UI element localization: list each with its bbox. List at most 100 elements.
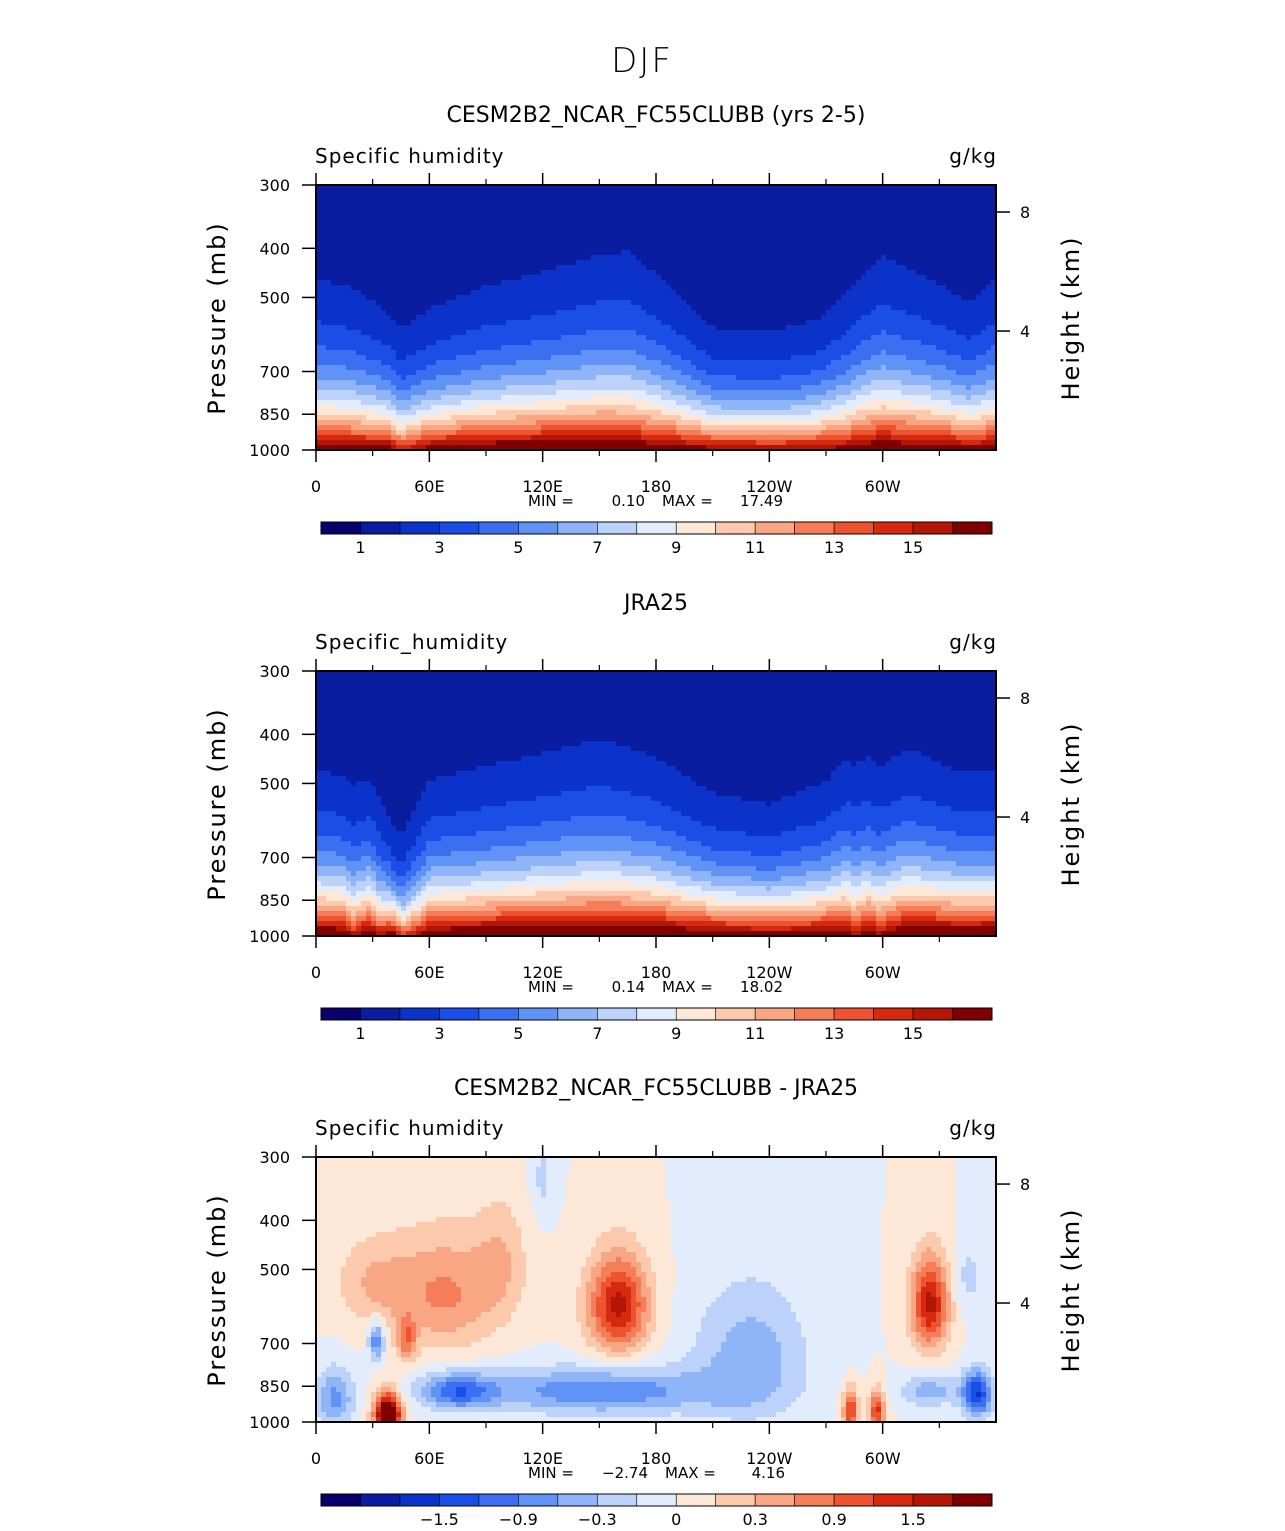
field-cell [861,190,867,196]
field-cell [626,255,632,261]
field-cell [771,200,777,206]
field-cell [616,235,622,241]
field-cell [946,240,952,246]
field-cell [751,245,757,251]
field-cell [561,220,567,226]
field-cell [956,230,962,236]
field-cell [431,250,437,256]
field-cell [676,255,682,261]
field-cell [776,250,782,256]
field-cell [566,220,572,226]
field-cell [571,200,577,206]
field-cell [736,210,742,216]
field-cell [916,245,922,251]
field-cell [341,200,347,206]
field-cell [556,200,562,206]
field-cell [721,200,727,206]
field-cell [546,205,552,211]
field-cell [616,245,622,251]
field-cell [496,190,502,196]
field-cell [736,225,742,231]
field-cell [771,235,777,241]
field-cell [406,240,412,246]
field-cell [951,250,957,256]
field-cell [461,235,467,241]
field-cell [891,230,897,236]
field-cell [431,210,437,216]
field-cell [856,240,862,246]
field-cell [906,245,912,251]
field-cell [941,190,947,196]
field-cell [356,195,362,201]
field-cell [401,240,407,246]
field-cell [536,190,542,196]
field-cell [761,235,767,241]
field-cell [771,230,777,236]
field-cell [931,220,937,226]
field-cell [961,205,967,211]
field-cell [381,210,387,216]
field-cell [681,240,687,246]
field-cell [586,205,592,211]
field-cell [531,190,537,196]
field-cell [756,215,762,221]
field-cell [501,230,507,236]
field-cell [841,245,847,251]
field-cell [926,220,932,226]
field-cell [516,225,522,231]
field-cell [906,205,912,211]
field-cell [606,190,612,196]
field-cell [791,220,797,226]
field-cell [506,200,512,206]
field-cell [406,195,412,201]
field-cell [961,210,967,216]
field-cell [391,225,397,231]
field-cell [536,205,542,211]
field-cell [466,250,472,256]
field-cell [636,220,642,226]
field-cell [386,190,392,196]
field-cell [501,220,507,226]
field-cell [691,235,697,241]
field-cell [661,230,667,236]
contour-field [316,185,997,451]
field-cell [381,255,387,261]
field-cell [336,220,342,226]
field-cell [856,235,862,241]
field-cell [731,190,737,196]
field-cell [616,260,622,266]
field-cell [321,225,327,231]
field-cell [531,215,537,221]
field-cell [706,260,712,266]
field-cell [661,235,667,241]
field-cell [941,245,947,251]
field-cell [946,215,952,221]
field-cell [966,235,972,241]
field-cell [506,230,512,236]
field-cell [826,240,832,246]
field-cell [801,220,807,226]
field-cell [741,190,747,196]
field-cell [326,245,332,251]
field-cell [761,220,767,226]
field-cell [751,255,757,261]
field-cell [771,250,777,256]
field-cell [756,230,762,236]
field-cell [786,200,792,206]
field-cell [586,260,592,266]
field-cell [666,255,672,261]
field-cell [871,255,877,261]
field-cell [526,245,532,251]
field-cell [856,250,862,256]
field-cell [866,240,872,246]
field-cell [856,215,862,221]
field-cell [686,250,692,256]
field-cell [556,195,562,201]
field-cell [401,255,407,261]
field-cell [866,225,872,231]
field-cell [586,245,592,251]
field-cell [536,240,542,246]
field-cell [551,250,557,256]
field-cell [621,195,627,201]
field-cell [416,205,422,211]
